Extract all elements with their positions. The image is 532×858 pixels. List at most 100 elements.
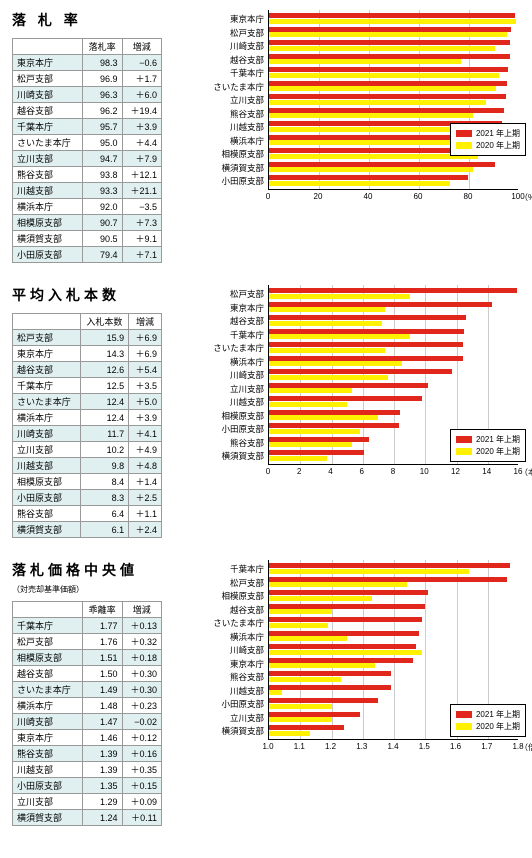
bar-series-1 [269, 383, 428, 388]
table-row: 熊谷支部6.4＋1.1 [13, 506, 162, 522]
table-cell: 96.3 [82, 87, 122, 103]
table-cell: 東京本庁 [13, 346, 81, 362]
table-cell: 越谷支部 [13, 103, 83, 119]
table-row: 小田原支部1.35＋0.15 [13, 778, 162, 794]
table-cell: 千葉本庁 [13, 119, 83, 135]
table-cell: ＋1.4 [129, 474, 162, 490]
legend-label: 2020 年上期 [476, 446, 520, 457]
bar-category-label: 千葉本庁 [212, 329, 264, 341]
bar-category-label: 川越支部 [212, 121, 264, 133]
bar-series-1 [269, 590, 428, 595]
data-table: 入札本数増減松戸支部15.9＋6.9東京本庁14.3＋6.9越谷支部12.6＋5… [12, 313, 162, 538]
bar-category-label: 松戸支部 [212, 577, 264, 589]
table-cell: ＋0.30 [122, 682, 161, 698]
table-cell: 1.77 [82, 618, 122, 634]
table-cell: 川越支部 [13, 183, 83, 199]
bar-series-2 [269, 704, 332, 709]
table-row: 横浜本庁92.0−3.5 [13, 199, 162, 215]
bar-category-label: 松戸支部 [212, 288, 264, 300]
table-header: 増減 [122, 602, 161, 618]
bar-series-1 [269, 40, 510, 45]
x-tick-label: 0 [266, 192, 270, 201]
left-column: 平均入札本数入札本数増減松戸支部15.9＋6.9東京本庁14.3＋6.9越谷支部… [12, 285, 194, 538]
bar-series-1 [269, 712, 360, 717]
table-row: 松戸支部15.9＋6.9 [13, 330, 162, 346]
bar-series-1 [269, 658, 413, 663]
chart-column: 0246810121416松戸支部東京本庁越谷支部千葉本庁さいたま本庁横浜本庁川… [212, 285, 532, 538]
section: 落 札 率落札率増減東京本庁98.3−0.6松戸支部96.9＋1.7川崎支部96… [12, 10, 520, 263]
x-tick-label: 1.6 [450, 742, 461, 751]
table-cell: 東京本庁 [13, 730, 83, 746]
legend-label: 2021 年上期 [476, 709, 520, 720]
bar-series-2 [269, 321, 382, 326]
table-cell: 横浜本庁 [13, 199, 83, 215]
bar-series-1 [269, 698, 378, 703]
bar-series-2 [269, 294, 410, 299]
table-row: 千葉本庁1.77＋0.13 [13, 618, 162, 634]
legend-label: 2021 年上期 [476, 434, 520, 445]
table-cell: 越谷支部 [13, 666, 83, 682]
bar-series-2 [269, 415, 378, 420]
table-cell: ＋0.11 [122, 810, 161, 826]
table-cell: 1.46 [82, 730, 122, 746]
bar-category-label: 立川支部 [212, 94, 264, 106]
table-cell: 8.4 [80, 474, 129, 490]
table-cell: ＋6.9 [129, 330, 162, 346]
gridline [425, 285, 426, 464]
bar-category-label: 越谷支部 [212, 315, 264, 327]
bar-category-label: 熊谷支部 [212, 437, 264, 449]
bar-series-1 [269, 175, 468, 180]
bar-series-1 [269, 162, 495, 167]
bar-series-2 [269, 663, 375, 668]
table-cell: 立川支部 [13, 442, 81, 458]
chart-column: 1.01.11.21.31.41.51.61.71.8千葉本庁松戸支部相模原支部… [212, 560, 532, 826]
x-tick-label: 1.4 [387, 742, 398, 751]
table-header: 増減 [129, 314, 162, 330]
bar-category-label: 熊谷支部 [212, 671, 264, 683]
legend-swatch [456, 130, 472, 137]
legend-label: 2021 年上期 [476, 128, 520, 139]
bar-series-1 [269, 725, 344, 730]
chart-legend: 2021 年上期2020 年上期 [450, 429, 526, 462]
table-cell: 横須賀支部 [13, 810, 83, 826]
bar-series-1 [269, 369, 452, 374]
table-cell: −0.6 [122, 55, 161, 71]
x-tick-label: 40 [364, 192, 373, 201]
x-tick-label: 4 [328, 467, 332, 476]
table-cell: 93.8 [82, 167, 122, 183]
bar-series-2 [269, 181, 450, 186]
left-column: 落 札 率落札率増減東京本庁98.3−0.6松戸支部96.9＋1.7川崎支部96… [12, 10, 194, 263]
table-cell: 横須賀支部 [13, 522, 81, 538]
table-cell: 90.5 [82, 231, 122, 247]
table-row: 川崎支部96.3＋6.0 [13, 87, 162, 103]
table-cell: ＋0.30 [122, 666, 161, 682]
table-cell: ＋0.35 [122, 762, 161, 778]
table-cell: 1.29 [82, 794, 122, 810]
bar-series-1 [269, 644, 416, 649]
table-header [13, 314, 81, 330]
table-cell: ＋5.4 [129, 362, 162, 378]
x-tick-label: 1.2 [325, 742, 336, 751]
table-cell: 1.39 [82, 762, 122, 778]
table-cell: 8.3 [80, 490, 129, 506]
bar-category-label: 松戸支部 [212, 27, 264, 39]
bar-category-label: さいたま本庁 [212, 342, 264, 354]
bar-series-1 [269, 81, 507, 86]
legend-row: 2021 年上期 [456, 128, 520, 139]
gridline [425, 560, 426, 739]
table-row: 相模原支部8.4＋1.4 [13, 474, 162, 490]
x-tick-label: 8 [391, 467, 395, 476]
table-cell: 小田原支部 [13, 247, 83, 263]
bar-category-label: 千葉本庁 [212, 67, 264, 79]
table-row: さいたま本庁12.4＋5.0 [13, 394, 162, 410]
table-cell: 立川支部 [13, 151, 83, 167]
bar-category-label: 越谷支部 [212, 604, 264, 616]
bar-series-1 [269, 631, 419, 636]
bar-series-2 [269, 127, 450, 132]
table-cell: 79.4 [82, 247, 122, 263]
bar-category-label: 川崎支部 [212, 369, 264, 381]
table-cell: 1.47 [82, 714, 122, 730]
table-cell: 93.3 [82, 183, 122, 199]
table-cell: ＋0.13 [122, 618, 161, 634]
table-cell: ＋7.1 [122, 247, 161, 263]
